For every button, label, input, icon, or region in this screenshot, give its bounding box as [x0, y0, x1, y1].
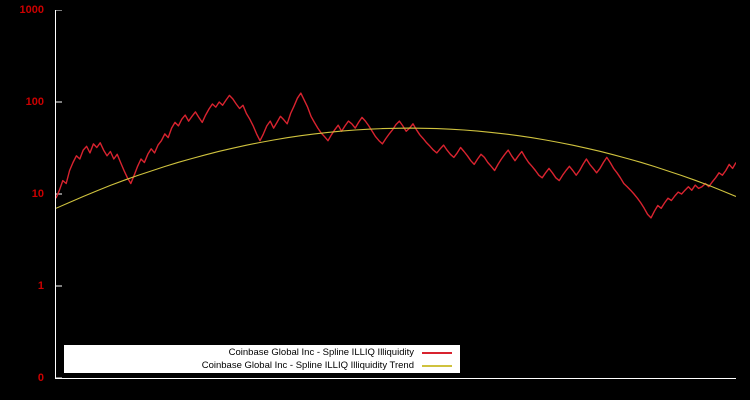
- y-tick-label-1: 1: [37, 280, 44, 292]
- legend-swatch-illiquidity-line: [422, 351, 452, 354]
- plot-canvas: [56, 10, 736, 378]
- legend-label-trend: Coinbase Global Inc - Spline ILLIQ Illiq…: [201, 359, 414, 371]
- plot-area: [55, 10, 736, 379]
- legend: Coinbase Global Inc - Spline ILLIQ Illiq…: [64, 345, 460, 373]
- y-axis-tick-labels: 1000 100 10 1 0: [0, 4, 50, 384]
- y-tick-label-1000: 1000: [19, 4, 44, 16]
- legend-swatch-trend-line: [422, 364, 452, 367]
- legend-row-trend: Coinbase Global Inc - Spline ILLIQ Illiq…: [64, 359, 460, 372]
- y-tick-label-100: 100: [25, 96, 44, 108]
- legend-label-illiquidity: Coinbase Global Inc - Spline ILLIQ Illiq…: [228, 346, 414, 358]
- y-tick-label-0: 0: [37, 372, 44, 384]
- y-tick-label-10: 10: [31, 188, 44, 200]
- legend-row-illiquidity: Coinbase Global Inc - Spline ILLIQ Illiq…: [64, 346, 460, 359]
